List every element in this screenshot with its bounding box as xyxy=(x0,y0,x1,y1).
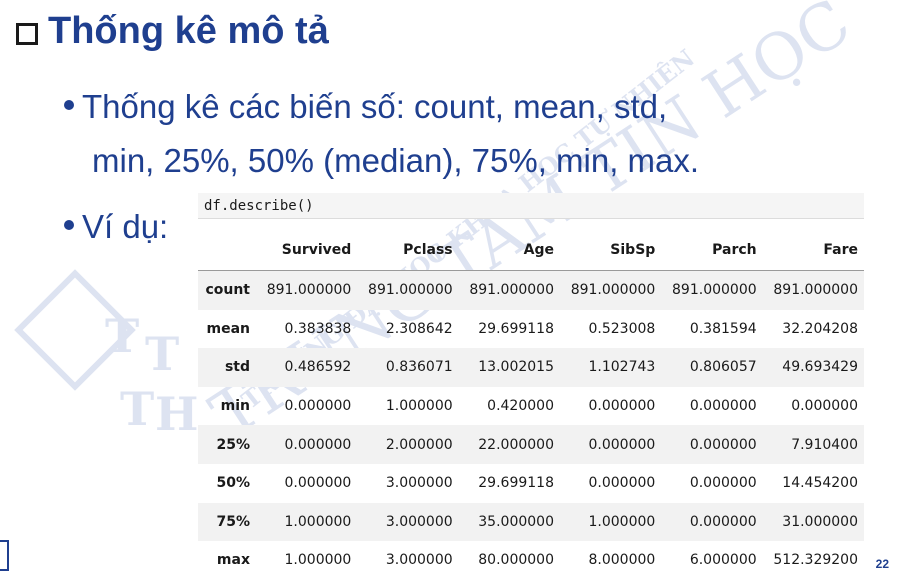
column-header: Age xyxy=(458,230,560,271)
table-cell: 6.000000 xyxy=(689,552,757,569)
table-row: min 0.000000 1.000000 0.420000 0.000000 … xyxy=(198,387,864,426)
table-header-row: Survived Pclass Age SibSp Parch Fare xyxy=(198,230,864,271)
table-cell: 0.000000 xyxy=(791,398,858,415)
table-cell: 1.000000 xyxy=(588,513,656,530)
table-cell: 0.000000 xyxy=(588,398,656,415)
table-row: 75% 1.000000 3.000000 35.000000 1.000000… xyxy=(198,502,864,542)
table-cell: 891.000000 xyxy=(672,282,757,299)
checkbox-bullet-icon xyxy=(16,22,38,45)
table-cell: 1.000000 xyxy=(385,398,453,415)
row-label: 75% xyxy=(216,513,250,530)
watermark-logo-letter: H xyxy=(155,387,198,441)
column-header xyxy=(198,230,256,271)
table-row: mean 0.383838 2.308642 29.699118 0.52300… xyxy=(198,310,864,349)
table-cell: 2.000000 xyxy=(385,436,453,453)
corner-logo-icon xyxy=(0,540,9,571)
column-header: Survived xyxy=(256,230,358,271)
table-cell: 0.000000 xyxy=(689,513,757,530)
bullet-item: Ví dụ: xyxy=(64,208,168,246)
table-cell: 891.000000 xyxy=(266,282,352,299)
table-cell: 14.454200 xyxy=(782,475,858,492)
table-row: 25% 0.000000 2.000000 22.000000 0.000000… xyxy=(198,425,864,464)
row-label: mean xyxy=(206,320,251,337)
table-cell: 0.383838 xyxy=(284,320,352,337)
column-header: SibSp xyxy=(559,230,662,271)
table-cell: 0.000000 xyxy=(284,398,352,415)
table-cell: 891.000000 xyxy=(570,282,656,299)
row-label: max xyxy=(216,552,250,569)
code-cell: df.describe() xyxy=(198,193,864,219)
table-cell: 0.000000 xyxy=(588,475,656,492)
watermark-logo-letter: T xyxy=(105,309,139,363)
table-cell: 0.000000 xyxy=(284,436,352,453)
page-number: 22 xyxy=(875,557,889,571)
table-cell: 891.000000 xyxy=(469,282,554,299)
table-cell: 32.204208 xyxy=(782,320,858,337)
table-cell: 0.000000 xyxy=(588,436,656,453)
column-header: Pclass xyxy=(357,230,459,271)
table-cell: 0.381594 xyxy=(689,320,757,337)
table-cell: 0.486592 xyxy=(284,359,352,376)
table-cell: 1.000000 xyxy=(284,513,352,530)
table-cell: 0.000000 xyxy=(689,398,757,415)
column-header: Parch xyxy=(661,230,763,271)
watermark-logo-letter: T xyxy=(120,382,154,436)
table-cell: 3.000000 xyxy=(385,475,453,492)
row-label: count xyxy=(205,282,250,299)
row-label: min xyxy=(220,398,250,415)
bullet-text: Ví dụ: xyxy=(82,208,169,245)
table-cell: 3.000000 xyxy=(385,552,453,569)
table-cell: 0.806057 xyxy=(689,359,757,376)
table-row: 50% 0.000000 3.000000 29.699118 0.000000… xyxy=(198,464,864,503)
row-label: 25% xyxy=(216,436,250,453)
watermark-logo-letter: T xyxy=(145,327,179,381)
bullet-text: Thống kê các biến số: count, mean, std, xyxy=(82,88,668,125)
table-row: std 0.486592 0.836071 13.002015 1.102743… xyxy=(198,348,864,387)
table-cell: 1.000000 xyxy=(284,552,352,569)
table-cell: 0.836071 xyxy=(385,359,453,376)
bullet-continuation: min, 25%, 50% (median), 75%, min, max. xyxy=(92,142,699,180)
table-row: count 891.000000 891.000000 891.000000 8… xyxy=(198,270,864,310)
describe-table: Survived Pclass Age SibSp Parch Fare cou… xyxy=(198,230,864,580)
table-cell: 80.000000 xyxy=(478,552,554,569)
table-cell: 891.000000 xyxy=(773,282,858,299)
table-cell: 49.693429 xyxy=(782,359,858,376)
bullet-item: Thống kê các biến số: count, mean, std, xyxy=(64,88,667,126)
bullet-dot-icon xyxy=(64,100,74,111)
row-label: std xyxy=(224,359,250,376)
table-cell: 22.000000 xyxy=(478,436,554,453)
row-label: 50% xyxy=(216,475,250,492)
table-cell: 7.910400 xyxy=(791,436,858,453)
table-cell: 0.000000 xyxy=(689,475,757,492)
table-cell: 891.000000 xyxy=(368,282,453,299)
table-cell: 29.699118 xyxy=(478,320,554,337)
table-cell: 35.000000 xyxy=(478,513,554,530)
slide-title: Thống kê mô tả xyxy=(16,10,329,53)
slide-title-text: Thống kê mô tả xyxy=(48,10,329,52)
table-row: max 1.000000 3.000000 80.000000 8.000000… xyxy=(198,541,864,580)
table-cell: 29.699118 xyxy=(478,475,554,492)
table-cell: 1.102743 xyxy=(588,359,656,376)
bullet-text: min, 25%, 50% (median), 75%, min, max. xyxy=(92,142,700,179)
table-cell: 13.002015 xyxy=(478,359,554,376)
table-cell: 8.000000 xyxy=(588,552,656,569)
table-cell: 3.000000 xyxy=(385,513,453,530)
table-cell: 0.523008 xyxy=(588,320,656,337)
bullet-dot-icon xyxy=(64,220,74,231)
table-cell: 0.420000 xyxy=(487,398,554,415)
table-cell: 31.000000 xyxy=(782,513,858,530)
table-cell: 0.000000 xyxy=(689,436,757,453)
table-cell: 2.308642 xyxy=(385,320,453,337)
table-cell: 512.329200 xyxy=(773,552,858,569)
table-cell: 0.000000 xyxy=(284,475,352,492)
column-header: Fare xyxy=(762,230,864,271)
